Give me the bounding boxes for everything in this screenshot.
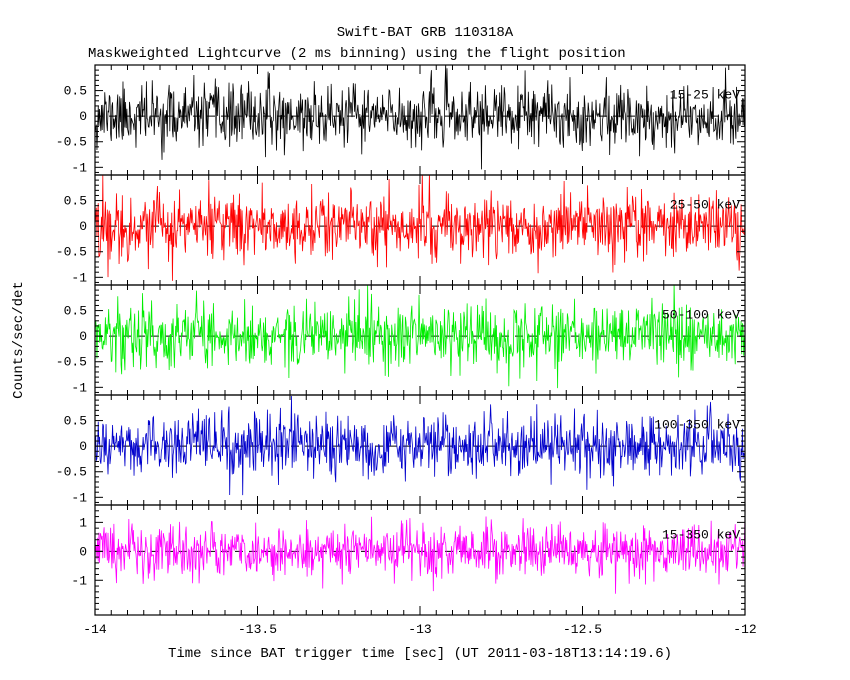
trace-25-50-kev	[95, 175, 745, 281]
band-label: 100-350 keV	[654, 418, 740, 433]
x-tick-label: -13.5	[238, 622, 277, 637]
x-tick-label: -13	[408, 622, 431, 637]
y-tick-label: -0.5	[56, 465, 87, 480]
y-tick-label: -0.5	[56, 245, 87, 260]
y-tick-label: -1	[71, 573, 87, 588]
y-tick-label: -1	[71, 270, 87, 285]
y-tick-label: 1	[79, 515, 87, 530]
x-axis-label: Time since BAT trigger time [sec] (UT 20…	[168, 646, 672, 662]
y-tick-label: -1	[71, 380, 87, 395]
band-label: 15-350 keV	[662, 528, 740, 543]
y-tick-label: 0.5	[64, 304, 87, 319]
band-label: 25-50 keV	[670, 198, 740, 213]
y-tick-label: 0	[79, 439, 87, 454]
x-tick-label: -12	[733, 622, 756, 637]
y-tick-label: 0.5	[64, 194, 87, 209]
band-label: 15-25 keV	[670, 88, 740, 103]
y-tick-label: 0.5	[64, 414, 87, 429]
chart-title: Swift-BAT GRB 110318A	[337, 25, 514, 41]
trace-15-25-kev	[95, 65, 745, 170]
trace-15-350-kev	[95, 515, 745, 594]
panel-frame	[94, 174, 746, 286]
y-tick-label: 0	[79, 109, 87, 124]
y-tick-label: -0.5	[56, 355, 87, 370]
y-tick-label: 0	[79, 329, 87, 344]
y-axis-label: Counts/sec/det	[11, 281, 27, 399]
trace-50-100-kev	[95, 285, 745, 389]
x-tick-label: -14	[83, 622, 107, 637]
trace-100-350-kev	[95, 395, 745, 496]
y-tick-label: -1	[71, 160, 87, 175]
band-label: 50-100 keV	[662, 308, 740, 323]
y-tick-label: -0.5	[56, 135, 87, 150]
y-tick-label: 0	[79, 544, 87, 559]
y-tick-label: 0.5	[64, 84, 87, 99]
x-tick-label: -12.5	[563, 622, 602, 637]
y-tick-label: -1	[71, 490, 87, 505]
chart-subtitle: Maskweighted Lightcurve (2 ms binning) u…	[88, 46, 626, 62]
y-tick-label: 0	[79, 219, 87, 234]
panels-group: 0.5 0 -0.5 -1 15-25 keV 0.5 0 -0.5 -1 25-50 keV 0.…	[56, 64, 757, 637]
